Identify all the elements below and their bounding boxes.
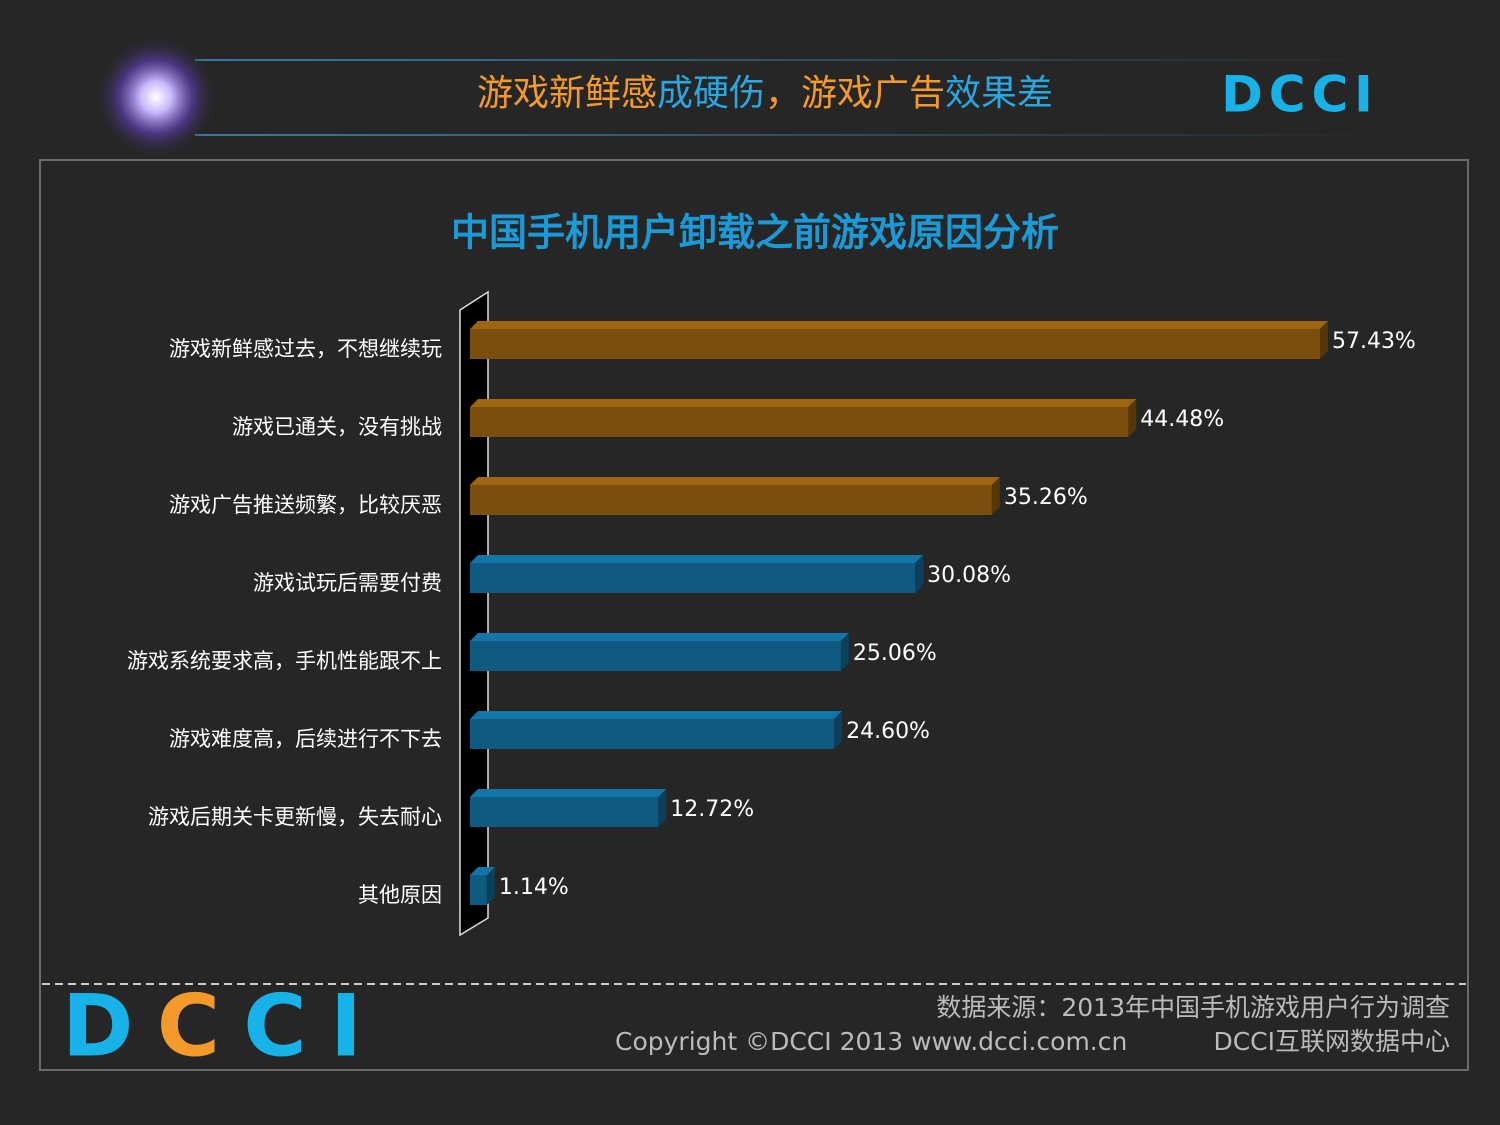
value-label: 25.06%: [853, 641, 937, 666]
value-label: 44.48%: [1140, 407, 1224, 432]
header-rule: [195, 134, 1395, 136]
bar-side: [1128, 399, 1137, 437]
value-label: 1.14%: [499, 875, 569, 900]
value-label: 57.43%: [1332, 329, 1416, 354]
bar: [470, 875, 487, 905]
title-part: 效果差: [945, 73, 1053, 114]
bar-top: [470, 399, 1137, 407]
bar-side: [1319, 321, 1328, 359]
value-label: 30.08%: [927, 563, 1011, 588]
copyright: Copyright ©DCCI 2013 www.dcci.com.cn: [615, 1027, 1127, 1056]
bar: [470, 797, 659, 827]
category-label: 其他原因: [358, 883, 442, 907]
title-part: 成硬伤: [657, 73, 765, 114]
category-label: 游戏试玩后需要付费: [253, 571, 442, 595]
glow-orb: [94, 35, 218, 159]
bar-top: [470, 867, 495, 875]
bar-side: [834, 711, 843, 749]
bar-side: [658, 789, 667, 827]
bar-side: [915, 555, 924, 593]
bar-top: [470, 321, 1328, 329]
slide-title: 游戏新鲜感成硬伤，游戏广告效果差: [477, 73, 1053, 114]
bar: [470, 641, 841, 671]
bar: [470, 329, 1320, 359]
bar-side: [991, 477, 1000, 515]
frame: [39, 159, 1469, 1071]
bar: [470, 719, 835, 749]
axis-wall: [459, 290, 489, 937]
header-rule: [195, 59, 1395, 61]
title-part: ，游戏广告: [765, 73, 945, 114]
category-label: 游戏已通关，没有挑战: [232, 415, 442, 439]
source-note: 数据来源：2013年中国手机游戏用户行为调查: [936, 993, 1450, 1022]
title-part: 游戏新鲜感: [477, 73, 657, 114]
bar-top: [470, 789, 667, 797]
value-label: 12.72%: [670, 797, 754, 822]
category-label: 游戏广告推送频繁，比较厌恶: [169, 493, 442, 517]
chart-title: 中国手机用户卸载之前游戏原因分析: [451, 211, 1059, 255]
value-label: 24.60%: [846, 719, 930, 744]
bar: [470, 485, 992, 515]
logo: DCCI: [1221, 66, 1379, 124]
category-label: 游戏后期关卡更新慢，失去耐心: [148, 805, 442, 829]
category-label: 游戏系统要求高，手机性能跟不上: [127, 649, 442, 673]
bar: [470, 407, 1129, 437]
category-label: 游戏难度高，后续进行不下去: [169, 727, 442, 751]
org-name: DCCI互联网数据中心: [1213, 1027, 1450, 1056]
bar-top: [470, 711, 843, 719]
category-label: 游戏新鲜感过去，不想继续玩: [169, 337, 442, 361]
bar-top: [470, 477, 1000, 485]
bar-top: [470, 555, 924, 563]
bar-side: [840, 633, 849, 671]
bar-top: [470, 633, 849, 641]
bar-side: [486, 867, 495, 905]
footer-logo: DCCI: [62, 976, 372, 1076]
bar: [470, 563, 916, 593]
value-label: 35.26%: [1004, 485, 1088, 510]
